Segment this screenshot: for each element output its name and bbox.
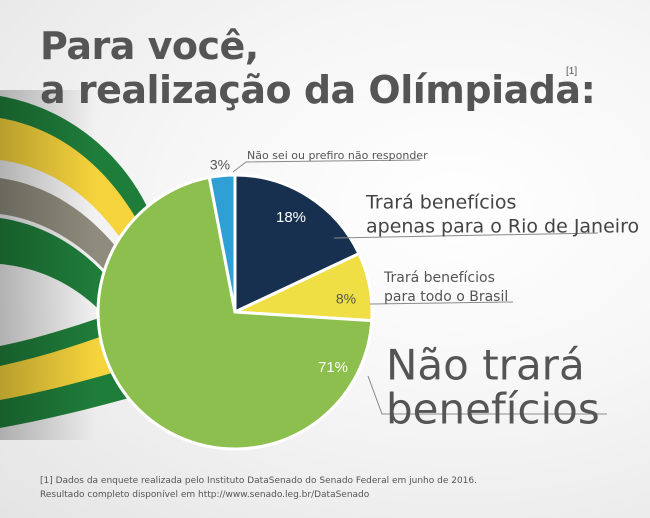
- slice-category-label-2-line-1: Trará benefícios: [383, 270, 495, 286]
- pie-slice-4: [207, 173, 237, 314]
- callout-leader-1: [333, 232, 599, 239]
- slice-value-label-3: 71%: [318, 359, 348, 376]
- pie-slice-1: [233, 173, 361, 314]
- pie-chart: 18% 8% 71% 3%: [96, 157, 374, 451]
- slice-category-label-1-line-1: Trará benefícios: [365, 192, 516, 214]
- slice-value-label-2: 8%: [336, 291, 356, 307]
- slice-value-label-1: 18%: [276, 209, 306, 226]
- footnote-line-2: Resultado completo disponível em http://…: [40, 490, 370, 500]
- slice-category-label-3-line-1: Não trará: [386, 341, 585, 390]
- callout-leader-4: [232, 159, 421, 173]
- slice-category-label-1-line-2: apenas para o Rio de Janeiro: [366, 216, 639, 238]
- slice-category-label-2-line-2: para todo o Brasil: [384, 289, 508, 305]
- title-line-1: Para você,: [40, 24, 259, 68]
- slice-category-label-4-line-1: Não sei ou prefiro não responder: [247, 149, 428, 162]
- footnote-line-1: [1] Dados da enquete realizada pelo Inst…: [40, 476, 477, 486]
- slice-value-label-4: 3%: [210, 157, 230, 173]
- callout-leader-2: [369, 301, 514, 305]
- title-line-2: a realização da Olímpiada:: [40, 68, 596, 112]
- title-reference: [1]: [566, 66, 578, 77]
- callout-leader-3: [367, 375, 607, 415]
- slice-category-label-3-line-2: benefícios: [386, 385, 600, 434]
